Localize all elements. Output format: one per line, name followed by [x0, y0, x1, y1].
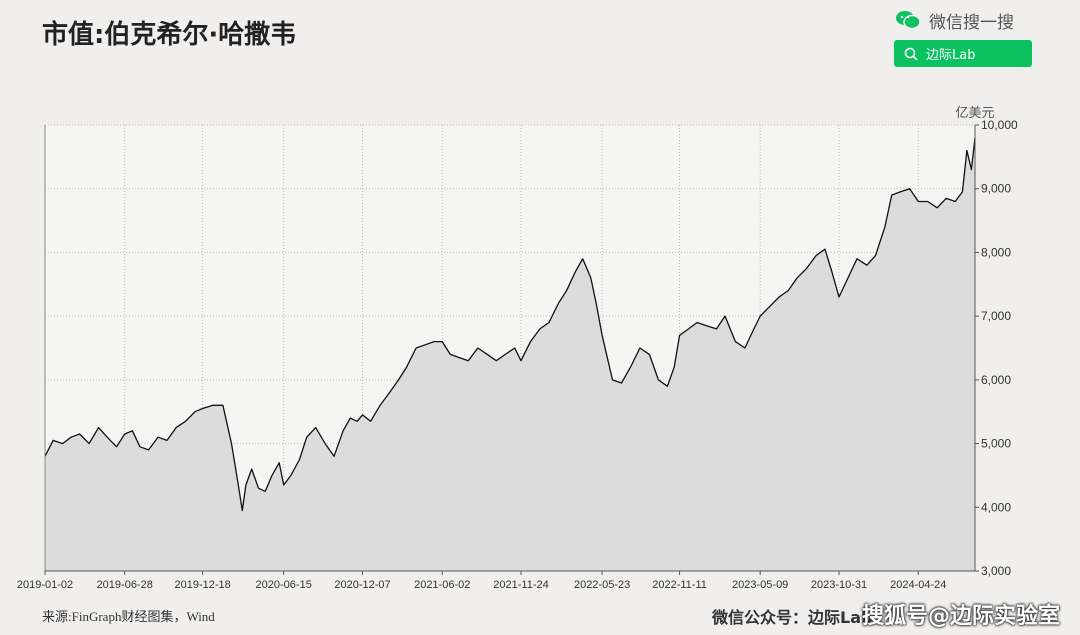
wechat-search-text: 微信搜一搜 [929, 12, 1014, 33]
series-line [44, 137, 976, 512]
x-tick-label: 2024-04-24 [890, 579, 946, 591]
y-tick-label: 5,000 [981, 437, 1011, 451]
x-tick-label: 2019-12-18 [174, 579, 230, 591]
x-tick-label: 2021-06-02 [414, 579, 470, 591]
x-tick-label: 2022-05-23 [574, 579, 630, 591]
wechat-search-label[interactable]: 微信搜一搜 [895, 8, 1040, 33]
x-tick-label: 2019-01-02 [17, 579, 73, 591]
x-tick-label: 2023-05-09 [732, 579, 788, 591]
y-tick-label: 7,000 [981, 309, 1011, 323]
chart-title: 市值:伯克希尔·哈撒韦 [42, 20, 297, 50]
y-tick-label: 9,000 [981, 182, 1011, 196]
x-tick-label: 2022-11-11 [652, 579, 707, 591]
area-fill [45, 137, 975, 571]
x-tick-label: 2021-11-24 [493, 579, 548, 591]
x-tick-label: 2020-06-15 [256, 579, 312, 591]
search-icon [904, 47, 918, 61]
account-note: 微信公众号：边际Lab [712, 608, 873, 627]
y-tick-label: 3,000 [981, 564, 1011, 578]
y-tick-label: 6,000 [981, 373, 1011, 387]
y-tick-label: 8,000 [981, 245, 1011, 259]
x-tick-label: 2023-10-31 [811, 579, 867, 591]
y-unit-label: 亿美元 [955, 106, 994, 121]
x-tick-label: 2019-06-28 [97, 579, 153, 591]
search-query: 边际Lab [926, 48, 976, 63]
x-tick-label: 2020-12-07 [334, 579, 390, 591]
source-note: 来源:FinGraph财经图集，Wind [42, 609, 215, 624]
search-input[interactable]: 边际Lab [894, 40, 1032, 67]
watermark: 搜狐号@边际实验室 [862, 604, 1061, 629]
wechat-icon [896, 11, 921, 30]
y-tick-label: 4,000 [981, 500, 1011, 514]
y-tick-label: 10,000 [981, 118, 1018, 132]
